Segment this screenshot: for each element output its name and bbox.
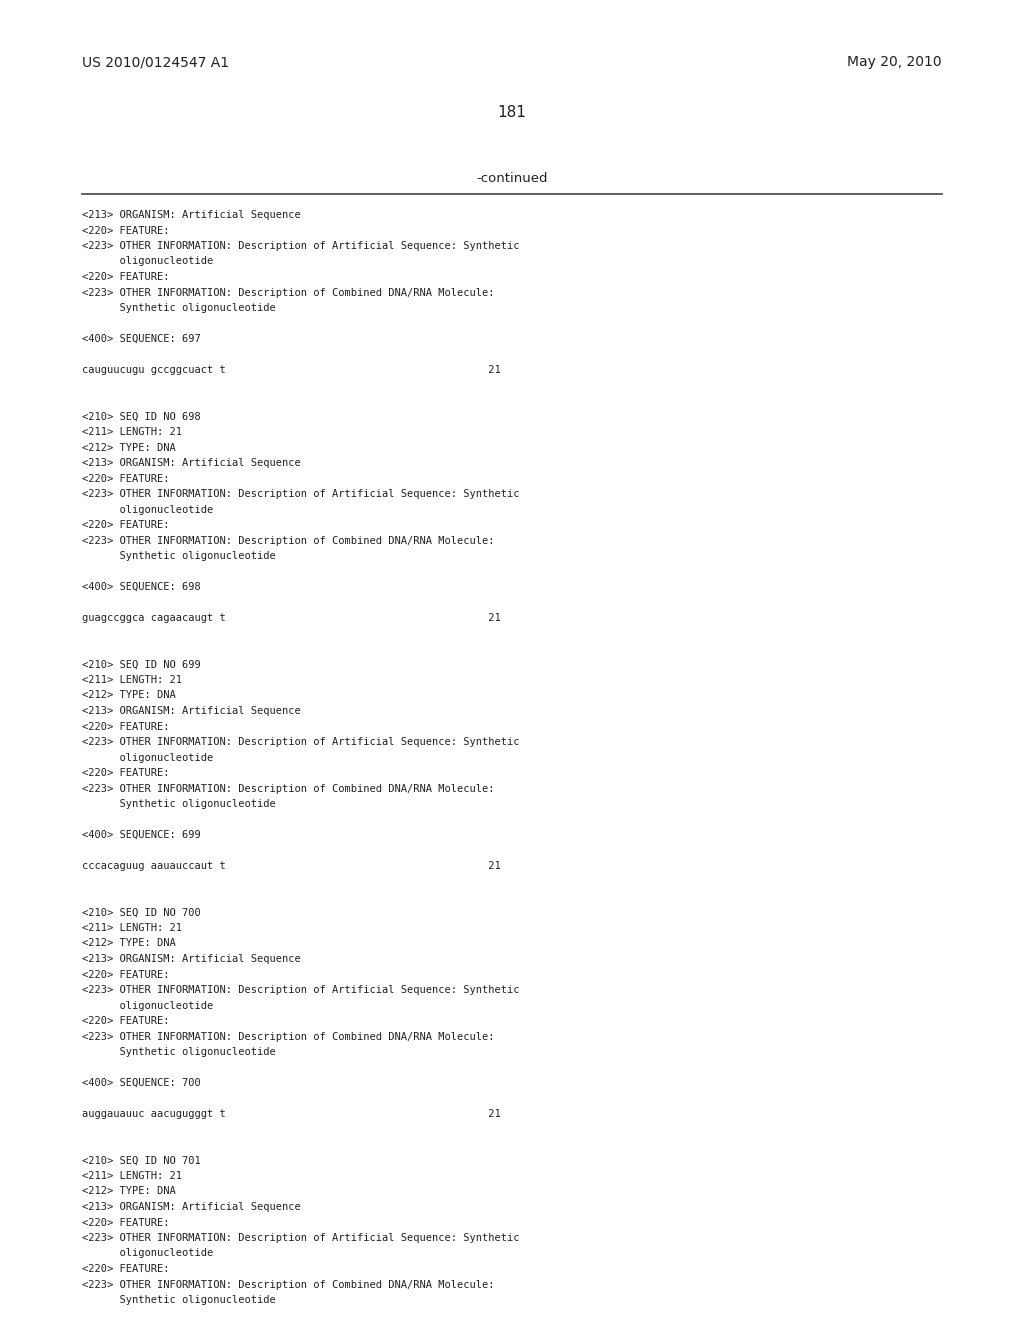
Text: <400> SEQUENCE: 699: <400> SEQUENCE: 699 xyxy=(82,830,201,840)
Text: <223> OTHER INFORMATION: Description of Artificial Sequence: Synthetic: <223> OTHER INFORMATION: Description of … xyxy=(82,1233,519,1243)
Text: <223> OTHER INFORMATION: Description of Combined DNA/RNA Molecule:: <223> OTHER INFORMATION: Description of … xyxy=(82,288,495,297)
Text: <223> OTHER INFORMATION: Description of Artificial Sequence: Synthetic: <223> OTHER INFORMATION: Description of … xyxy=(82,488,519,499)
Text: <223> OTHER INFORMATION: Description of Combined DNA/RNA Molecule:: <223> OTHER INFORMATION: Description of … xyxy=(82,784,495,793)
Text: May 20, 2010: May 20, 2010 xyxy=(848,55,942,69)
Text: Synthetic oligonucleotide: Synthetic oligonucleotide xyxy=(82,1047,275,1057)
Text: <220> FEATURE:: <220> FEATURE: xyxy=(82,1265,170,1274)
Text: oligonucleotide: oligonucleotide xyxy=(82,504,213,515)
Text: <220> FEATURE:: <220> FEATURE: xyxy=(82,1016,170,1026)
Text: <212> TYPE: DNA: <212> TYPE: DNA xyxy=(82,939,176,949)
Text: <213> ORGANISM: Artificial Sequence: <213> ORGANISM: Artificial Sequence xyxy=(82,706,301,715)
Text: <223> OTHER INFORMATION: Description of Combined DNA/RNA Molecule:: <223> OTHER INFORMATION: Description of … xyxy=(82,1279,495,1290)
Text: <220> FEATURE:: <220> FEATURE: xyxy=(82,272,170,282)
Text: <220> FEATURE:: <220> FEATURE: xyxy=(82,969,170,979)
Text: oligonucleotide: oligonucleotide xyxy=(82,752,213,763)
Text: oligonucleotide: oligonucleotide xyxy=(82,256,213,267)
Text: Synthetic oligonucleotide: Synthetic oligonucleotide xyxy=(82,1295,275,1305)
Text: <223> OTHER INFORMATION: Description of Artificial Sequence: Synthetic: <223> OTHER INFORMATION: Description of … xyxy=(82,985,519,995)
Text: cccacaguug aauauccaut t                                          21: cccacaguug aauauccaut t 21 xyxy=(82,861,501,871)
Text: <212> TYPE: DNA: <212> TYPE: DNA xyxy=(82,442,176,453)
Text: <210> SEQ ID NO 698: <210> SEQ ID NO 698 xyxy=(82,412,201,421)
Text: <400> SEQUENCE: 697: <400> SEQUENCE: 697 xyxy=(82,334,201,345)
Text: Synthetic oligonucleotide: Synthetic oligonucleotide xyxy=(82,550,275,561)
Text: <220> FEATURE:: <220> FEATURE: xyxy=(82,226,170,235)
Text: <211> LENGTH: 21: <211> LENGTH: 21 xyxy=(82,426,182,437)
Text: <220> FEATURE:: <220> FEATURE: xyxy=(82,520,170,531)
Text: Synthetic oligonucleotide: Synthetic oligonucleotide xyxy=(82,799,275,809)
Text: <220> FEATURE:: <220> FEATURE: xyxy=(82,768,170,777)
Text: <223> OTHER INFORMATION: Description of Combined DNA/RNA Molecule:: <223> OTHER INFORMATION: Description of … xyxy=(82,536,495,545)
Text: guagccggca cagaacaugt t                                          21: guagccggca cagaacaugt t 21 xyxy=(82,612,501,623)
Text: auggauauuc aacugugggt t                                          21: auggauauuc aacugugggt t 21 xyxy=(82,1109,501,1119)
Text: oligonucleotide: oligonucleotide xyxy=(82,1249,213,1258)
Text: Synthetic oligonucleotide: Synthetic oligonucleotide xyxy=(82,304,275,313)
Text: <223> OTHER INFORMATION: Description of Artificial Sequence: Synthetic: <223> OTHER INFORMATION: Description of … xyxy=(82,242,519,251)
Text: <220> FEATURE:: <220> FEATURE: xyxy=(82,474,170,483)
Text: <223> OTHER INFORMATION: Description of Combined DNA/RNA Molecule:: <223> OTHER INFORMATION: Description of … xyxy=(82,1031,495,1041)
Text: <213> ORGANISM: Artificial Sequence: <213> ORGANISM: Artificial Sequence xyxy=(82,458,301,469)
Text: <210> SEQ ID NO 699: <210> SEQ ID NO 699 xyxy=(82,660,201,669)
Text: <213> ORGANISM: Artificial Sequence: <213> ORGANISM: Artificial Sequence xyxy=(82,1203,301,1212)
Text: <211> LENGTH: 21: <211> LENGTH: 21 xyxy=(82,675,182,685)
Text: <213> ORGANISM: Artificial Sequence: <213> ORGANISM: Artificial Sequence xyxy=(82,954,301,964)
Text: <212> TYPE: DNA: <212> TYPE: DNA xyxy=(82,690,176,701)
Text: -continued: -continued xyxy=(476,172,548,185)
Text: <220> FEATURE:: <220> FEATURE: xyxy=(82,722,170,731)
Text: <211> LENGTH: 21: <211> LENGTH: 21 xyxy=(82,1171,182,1181)
Text: US 2010/0124547 A1: US 2010/0124547 A1 xyxy=(82,55,229,69)
Text: cauguucugu gccggcuact t                                          21: cauguucugu gccggcuact t 21 xyxy=(82,366,501,375)
Text: 181: 181 xyxy=(498,106,526,120)
Text: oligonucleotide: oligonucleotide xyxy=(82,1001,213,1011)
Text: <223> OTHER INFORMATION: Description of Artificial Sequence: Synthetic: <223> OTHER INFORMATION: Description of … xyxy=(82,737,519,747)
Text: <400> SEQUENCE: 700: <400> SEQUENCE: 700 xyxy=(82,1078,201,1088)
Text: <212> TYPE: DNA: <212> TYPE: DNA xyxy=(82,1187,176,1196)
Text: <210> SEQ ID NO 700: <210> SEQ ID NO 700 xyxy=(82,908,201,917)
Text: <211> LENGTH: 21: <211> LENGTH: 21 xyxy=(82,923,182,933)
Text: <400> SEQUENCE: 698: <400> SEQUENCE: 698 xyxy=(82,582,201,591)
Text: <213> ORGANISM: Artificial Sequence: <213> ORGANISM: Artificial Sequence xyxy=(82,210,301,220)
Text: <210> SEQ ID NO 701: <210> SEQ ID NO 701 xyxy=(82,1155,201,1166)
Text: <220> FEATURE:: <220> FEATURE: xyxy=(82,1217,170,1228)
